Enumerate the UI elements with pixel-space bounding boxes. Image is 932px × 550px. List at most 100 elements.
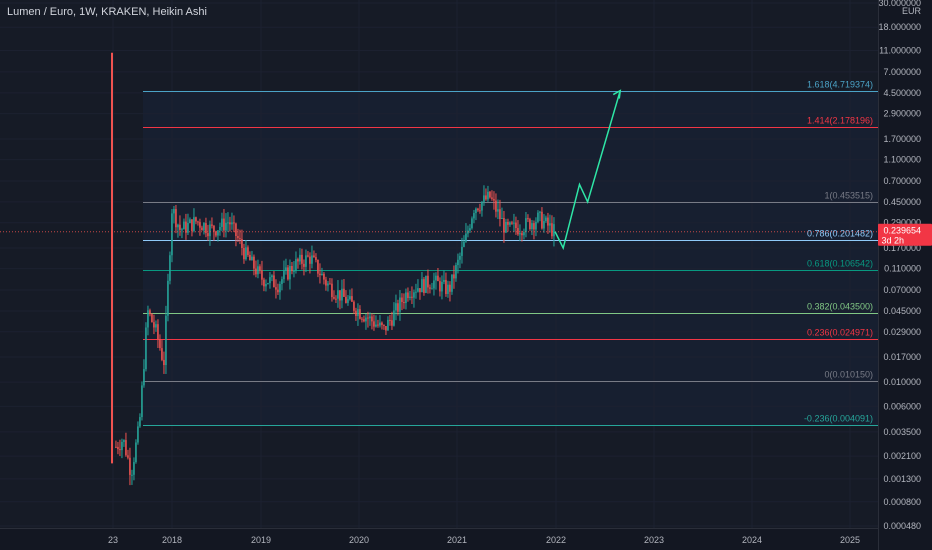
time-axis-tick-label: 2023	[644, 535, 664, 545]
candle-body	[273, 275, 275, 288]
candle-body	[359, 309, 361, 319]
candle-body	[341, 288, 343, 301]
fib-level-label: 0.236(0.024971)	[807, 328, 873, 338]
candle-body	[201, 227, 203, 231]
candle-body	[369, 316, 371, 319]
candle-body	[269, 277, 271, 284]
price-axis-tick-label: 0.029000	[883, 327, 921, 337]
candle-body	[205, 223, 207, 234]
candle-body	[499, 209, 501, 219]
candle-body	[507, 221, 509, 225]
candle-body	[515, 222, 517, 229]
candle-body	[437, 275, 439, 282]
candle-body	[433, 280, 435, 289]
candle-body	[231, 222, 233, 225]
candle-body	[249, 254, 251, 261]
candle-body	[187, 223, 189, 233]
price-axis-tick-label: 0.017000	[883, 352, 921, 362]
candle-body	[493, 198, 495, 201]
candle-body	[351, 296, 353, 302]
candle-body	[123, 440, 125, 442]
candle-body	[399, 297, 401, 312]
fib-zone-background	[143, 92, 878, 425]
candle-body	[313, 255, 315, 258]
candle-body	[523, 232, 525, 236]
fib-retracement[interactable]: 1.618(4.719374) 1.414(2.178196) 1(0.453515…	[143, 80, 878, 426]
price-axis-tick-label: 0.450000	[883, 197, 921, 207]
chart-title: Lumen / Euro, 1W, KRAKEN, Heikin Ashi	[7, 6, 207, 18]
candle-body	[377, 324, 379, 326]
candle-body	[235, 223, 237, 237]
current-price-value: 0.239654	[883, 226, 921, 236]
price-axis-tick-label: 0.000480	[883, 521, 921, 531]
candle-body	[471, 218, 473, 229]
candle-body	[481, 201, 483, 211]
candle-body	[295, 259, 297, 271]
candles	[111, 52, 555, 486]
candle-body	[345, 296, 347, 303]
candle-body	[551, 223, 553, 237]
price-axis-tick-label: 7.000000	[883, 67, 921, 77]
grid	[0, 0, 878, 528]
candle-body	[465, 233, 467, 242]
candle-body	[501, 217, 503, 219]
time-axis-tick-label: 23	[108, 535, 118, 545]
candle-body	[371, 316, 373, 322]
candle-body	[425, 275, 427, 293]
candle-body	[477, 208, 479, 211]
candle-body	[115, 446, 117, 448]
candle-body	[263, 279, 265, 287]
candle-body	[237, 236, 239, 239]
candle-body	[331, 283, 333, 298]
candle-body	[529, 219, 531, 230]
candle-body	[181, 229, 183, 231]
candle-body	[393, 310, 395, 326]
current-price-countdown: 3d 2h	[881, 236, 904, 246]
candle-body	[171, 213, 173, 256]
candle-body	[159, 339, 161, 349]
candle-body	[511, 222, 513, 224]
candle-body	[163, 359, 165, 366]
candle-body	[475, 208, 477, 214]
candle-body	[505, 221, 507, 233]
candle-body	[489, 191, 491, 198]
candle-body	[461, 246, 463, 256]
candle-body	[133, 462, 135, 475]
projection-path[interactable]	[554, 90, 621, 251]
candle-body	[467, 230, 469, 234]
candle-body	[301, 254, 303, 264]
candle-body	[311, 255, 313, 264]
candle-body	[175, 209, 177, 228]
fib-level-label: 0.786(0.201482)	[807, 229, 873, 239]
price-axis-currency: EUR	[902, 6, 922, 16]
candle-body	[413, 292, 415, 298]
candle-body	[441, 281, 443, 292]
candle-body	[549, 223, 551, 226]
candle-body	[387, 319, 389, 331]
candle-body	[503, 217, 505, 233]
candle-body	[165, 315, 167, 366]
fib-level-label: 0(0.010150)	[824, 370, 873, 380]
candle-body	[117, 446, 119, 450]
candle-body	[279, 283, 281, 293]
candle-body	[517, 228, 519, 235]
candle-body	[259, 266, 261, 271]
candle-body	[121, 441, 123, 451]
candle-body	[143, 369, 145, 386]
candle-body	[297, 259, 299, 262]
candle-body	[221, 218, 223, 227]
candle-body	[463, 241, 465, 247]
candle-body	[449, 284, 451, 292]
candle-body	[199, 222, 201, 228]
candle-body	[291, 265, 293, 272]
candle-body	[319, 273, 321, 276]
candle-body	[527, 218, 529, 220]
candle-body	[333, 297, 335, 299]
time-axis-tick-label: 2025	[840, 535, 860, 545]
candle-body	[339, 290, 341, 301]
candle-body	[323, 273, 325, 280]
candle-body	[131, 474, 133, 476]
candle-body	[169, 255, 171, 281]
